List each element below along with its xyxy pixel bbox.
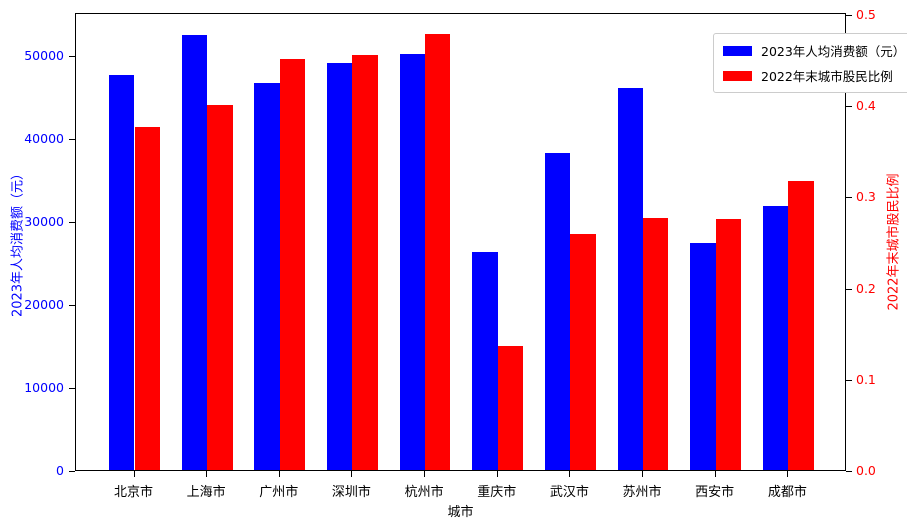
bar-shareholder-ratio-8 xyxy=(715,219,742,470)
x-axis-title: 城市 xyxy=(447,505,474,520)
plot-area: 2023年人均消费额（元） 2022年末城市股民比例 xyxy=(75,13,907,471)
bar-consumption-0 xyxy=(109,75,135,470)
x-tick-label-8: 西安市 xyxy=(695,485,735,500)
y-tick-label-left-5: 50000 xyxy=(24,47,64,63)
y-tickmark-right-4 xyxy=(846,106,852,108)
x-tick-label-2: 广州市 xyxy=(259,485,299,500)
x-tickmark-7 xyxy=(642,471,644,477)
bar-consumption-7 xyxy=(617,87,644,470)
bar-shareholder-ratio-5 xyxy=(497,346,524,470)
legend-item-consumption: 2023年人均消费额（元） xyxy=(723,41,905,60)
y-tick-label-left-4: 40000 xyxy=(24,130,64,146)
y-tick-label-left-0: 0 xyxy=(56,462,64,478)
y-tickmark-left-4 xyxy=(69,139,75,141)
y-tickmark-left-3 xyxy=(69,222,75,224)
x-tickmark-3 xyxy=(351,471,353,477)
bar-shareholder-ratio-1 xyxy=(207,104,233,470)
y-tickmark-left-5 xyxy=(69,56,75,58)
x-tickmark-9 xyxy=(787,471,789,477)
bar-shareholder-ratio-6 xyxy=(570,233,596,470)
right-axis-title: 2022年末城市股民比例 xyxy=(886,173,902,311)
bar-consumption-9 xyxy=(762,205,789,470)
bar-consumption-5 xyxy=(472,251,498,470)
bar-shareholder-ratio-7 xyxy=(643,218,669,470)
x-tick-label-6: 武汉市 xyxy=(549,485,589,500)
legend-item-shareholder-ratio: 2022年末城市股民比例 xyxy=(723,66,905,85)
bar-shareholder-ratio-4 xyxy=(425,33,451,470)
bar-shareholder-ratio-3 xyxy=(352,54,378,470)
legend-label-consumption: 2023年人均消费额（元） xyxy=(761,44,906,59)
y-tickmark-right-5 xyxy=(846,14,852,16)
legend: 2023年人均消费额（元） 2022年末城市股民比例 xyxy=(713,33,907,93)
y-tick-label-right-4: 0.4 xyxy=(856,97,876,113)
y-tick-label-right-5: 0.5 xyxy=(856,6,876,22)
y-tick-label-left-1: 10000 xyxy=(24,379,64,395)
bar-shareholder-ratio-2 xyxy=(279,58,306,470)
y-tickmark-left-1 xyxy=(69,388,75,390)
x-tick-label-1: 上海市 xyxy=(186,485,226,500)
x-tickmark-8 xyxy=(714,471,716,477)
x-tickmark-6 xyxy=(569,471,571,477)
legend-swatch-blue xyxy=(723,45,752,56)
x-tickmark-4 xyxy=(424,471,426,477)
y-tickmark-right-0 xyxy=(846,471,852,472)
x-tick-label-4: 杭州市 xyxy=(404,485,444,500)
x-tickmark-1 xyxy=(206,471,208,477)
bar-consumption-1 xyxy=(181,34,208,470)
y-tick-label-right-1: 0.1 xyxy=(856,371,876,387)
x-tick-label-3: 深圳市 xyxy=(331,485,371,500)
bar-shareholder-ratio-9 xyxy=(788,181,814,470)
y-tickmark-left-2 xyxy=(69,305,75,307)
y-tick-label-right-3: 0.3 xyxy=(856,189,876,205)
y-tickmark-right-2 xyxy=(846,288,852,290)
y-tick-label-left-3: 30000 xyxy=(24,213,64,229)
x-tickmark-5 xyxy=(496,471,498,477)
legend-swatch-red xyxy=(723,70,752,81)
bar-consumption-4 xyxy=(399,53,426,470)
x-tick-label-7: 苏州市 xyxy=(622,485,662,500)
x-tick-label-9: 成都市 xyxy=(767,485,807,500)
bar-consumption-8 xyxy=(690,242,716,470)
bar-consumption-2 xyxy=(254,83,280,470)
y-tickmark-right-3 xyxy=(846,197,852,199)
x-tickmark-2 xyxy=(278,471,280,477)
left-axis-title: 2023年人均消费额（元） xyxy=(10,166,26,318)
y-tickmark-right-1 xyxy=(846,379,852,381)
y-tick-label-right-2: 0.2 xyxy=(856,280,876,296)
y-tickmark-left-0 xyxy=(69,471,75,472)
x-tick-label-0: 北京市 xyxy=(113,485,153,500)
bar-consumption-6 xyxy=(545,152,571,470)
y-tick-label-right-0: 0.0 xyxy=(856,462,876,478)
bar-shareholder-ratio-0 xyxy=(134,126,160,470)
x-tickmark-0 xyxy=(133,471,135,477)
x-tick-label-5: 重庆市 xyxy=(477,485,517,500)
legend-label-shareholder-ratio: 2022年末城市股民比例 xyxy=(761,69,893,84)
y-tick-label-left-2: 20000 xyxy=(24,296,64,312)
bar-consumption-3 xyxy=(327,62,353,470)
